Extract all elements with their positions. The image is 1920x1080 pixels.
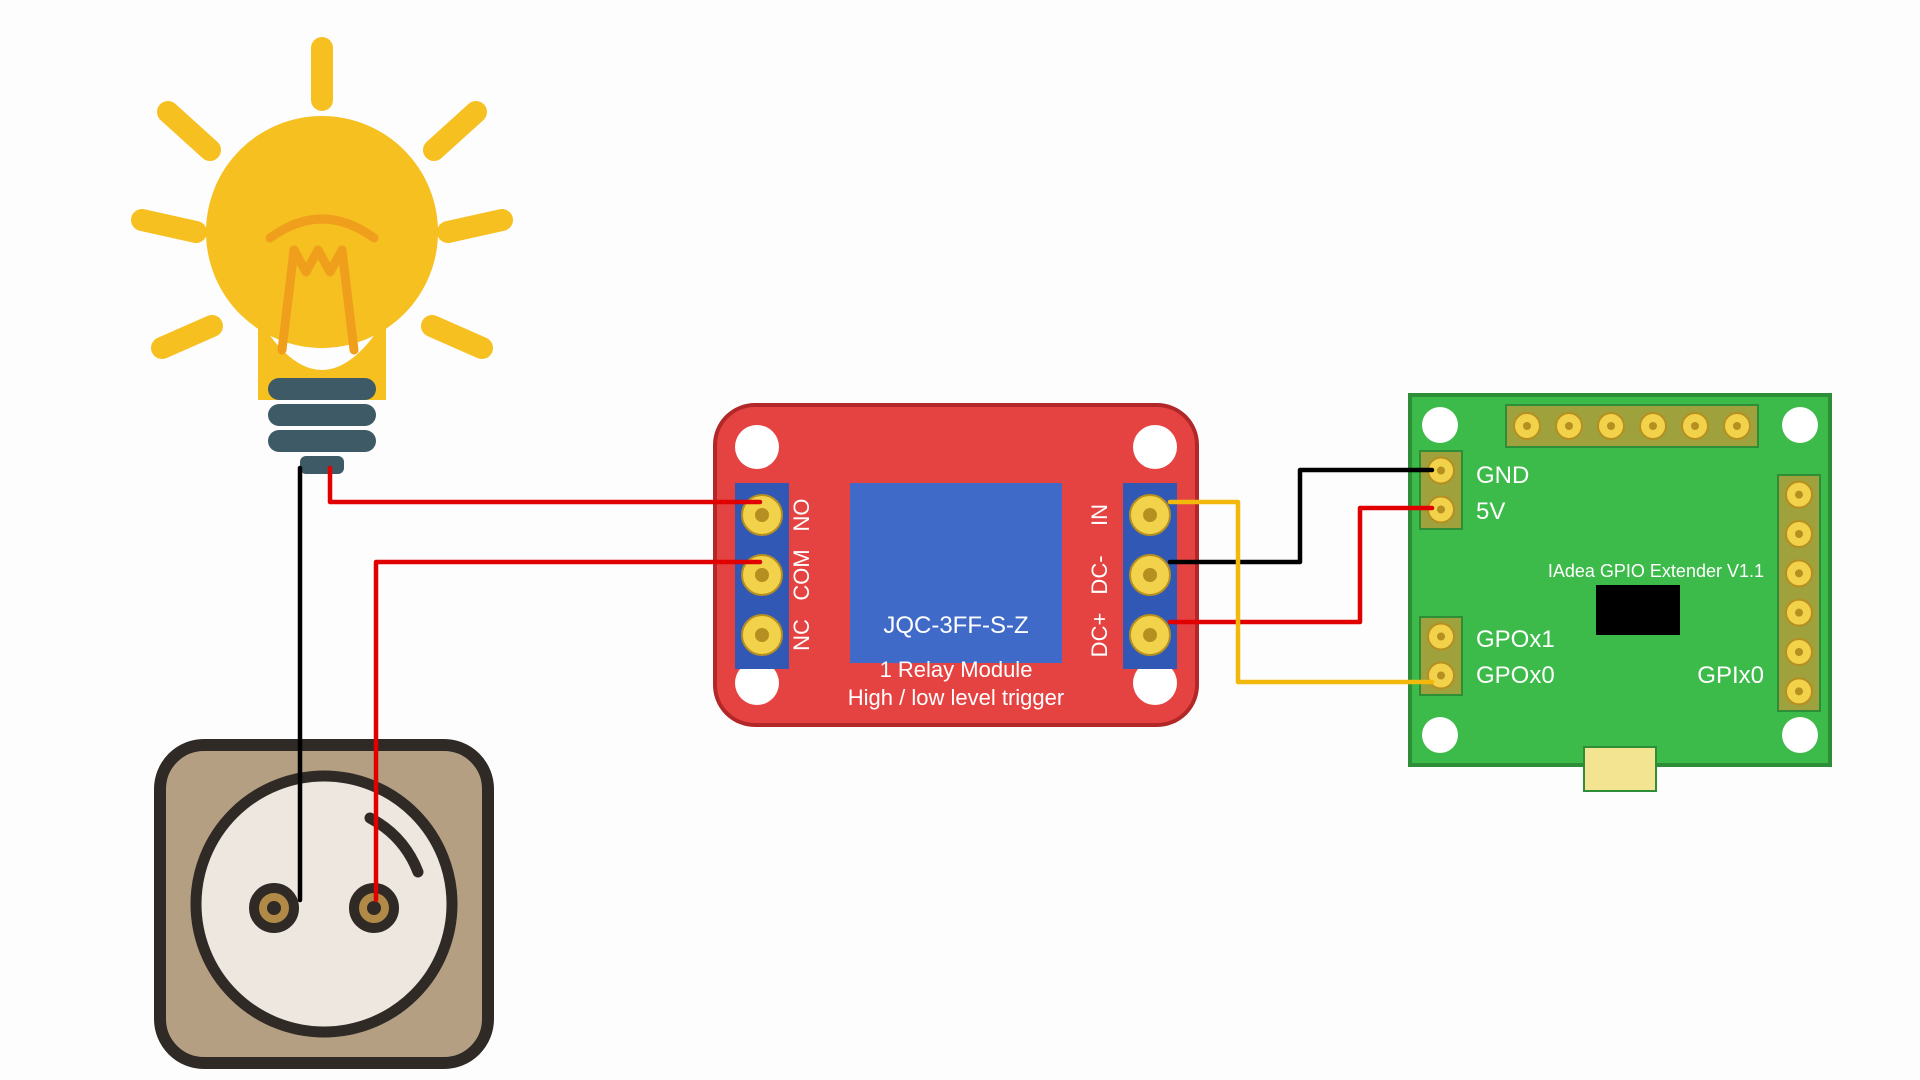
relay-model-text: JQC-3FF-S-Z bbox=[883, 612, 1028, 639]
relay-terminal-label: NC bbox=[789, 619, 814, 651]
relay-title-2: High / low level trigger bbox=[848, 685, 1064, 710]
relay-title-1: 1 Relay Module bbox=[880, 657, 1033, 682]
gpio-title-text: IAdea GPIO Extender V1.1 bbox=[1548, 561, 1764, 581]
gpio-label-gpox0: GPOx0 bbox=[1476, 662, 1555, 689]
relay-terminal-label: DC+ bbox=[1087, 613, 1112, 658]
gpio-chip bbox=[1596, 585, 1680, 635]
relay-module: JQC-3FF-S-Z 1 Relay Module High / low leve… bbox=[715, 405, 1197, 725]
gpio-connector bbox=[1584, 747, 1656, 791]
relay-terminal-label: COM bbox=[789, 549, 814, 600]
relay-terminal-label: NO bbox=[789, 499, 814, 532]
relay-terminal-label: DC- bbox=[1087, 555, 1112, 594]
gpio-label-gpix0: GPIx0 bbox=[1697, 662, 1764, 689]
wire bbox=[1170, 470, 1432, 562]
gpio-extender-board: GND 5V GPOx1 GPOx0 GPIx0 IAdea GPIO Extender … bbox=[1410, 395, 1830, 791]
light-bulb-icon bbox=[142, 48, 502, 474]
gpio-label-gpox1: GPOx1 bbox=[1476, 626, 1555, 653]
relay-terminal-label: IN bbox=[1087, 504, 1112, 526]
gpio-label-5v: 5V bbox=[1476, 498, 1505, 525]
gpio-label-gnd: GND bbox=[1476, 462, 1529, 489]
wire bbox=[330, 468, 760, 502]
power-outlet-icon bbox=[160, 745, 488, 1063]
